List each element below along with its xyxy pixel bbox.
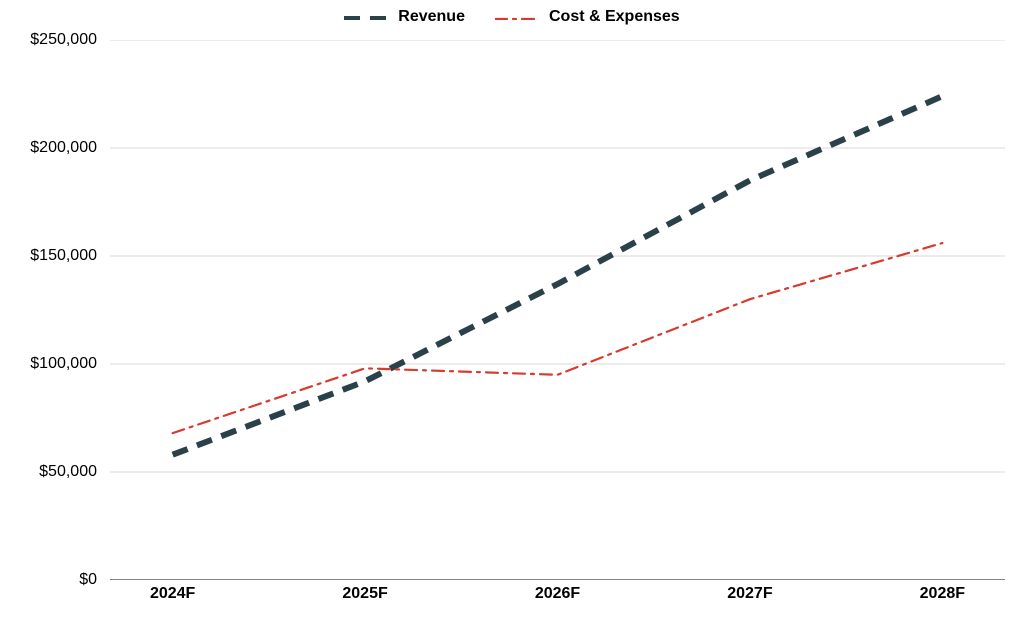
- legend-label: Cost & Expenses: [549, 8, 680, 26]
- plot-svg: [110, 40, 1005, 580]
- y-tick-label: $0: [79, 571, 97, 589]
- x-axis-labels: 2024F 2025F 2026F 2027F 2028F: [110, 585, 1005, 615]
- legend-swatch: [344, 14, 388, 20]
- x-tick-label: 2027F: [727, 585, 772, 603]
- y-tick-label: $50,000: [39, 463, 97, 481]
- series-line: [173, 243, 943, 433]
- y-tick-label: $250,000: [30, 31, 97, 49]
- x-tick-label: 2024F: [150, 585, 195, 603]
- line-chart: Revenue Cost & Expenses $0 $50,000 $100,000…: [0, 0, 1024, 621]
- x-tick-label: 2025F: [342, 585, 387, 603]
- y-tick-label: $100,000: [30, 355, 97, 373]
- legend-item: Cost & Expenses: [495, 8, 680, 26]
- x-tick-label: 2028F: [920, 585, 965, 603]
- y-tick-label: $200,000: [30, 139, 97, 157]
- plot-area: [110, 40, 1005, 580]
- series-line: [173, 96, 943, 455]
- legend: Revenue Cost & Expenses: [0, 8, 1024, 26]
- x-tick-label: 2026F: [535, 585, 580, 603]
- legend-label: Revenue: [398, 8, 465, 26]
- legend-swatch: [495, 14, 539, 20]
- legend-item: Revenue: [344, 8, 465, 26]
- y-axis-labels: $0$50,000$100,000$150,000$200,000$250,00…: [0, 40, 105, 580]
- y-tick-label: $150,000: [30, 247, 97, 265]
